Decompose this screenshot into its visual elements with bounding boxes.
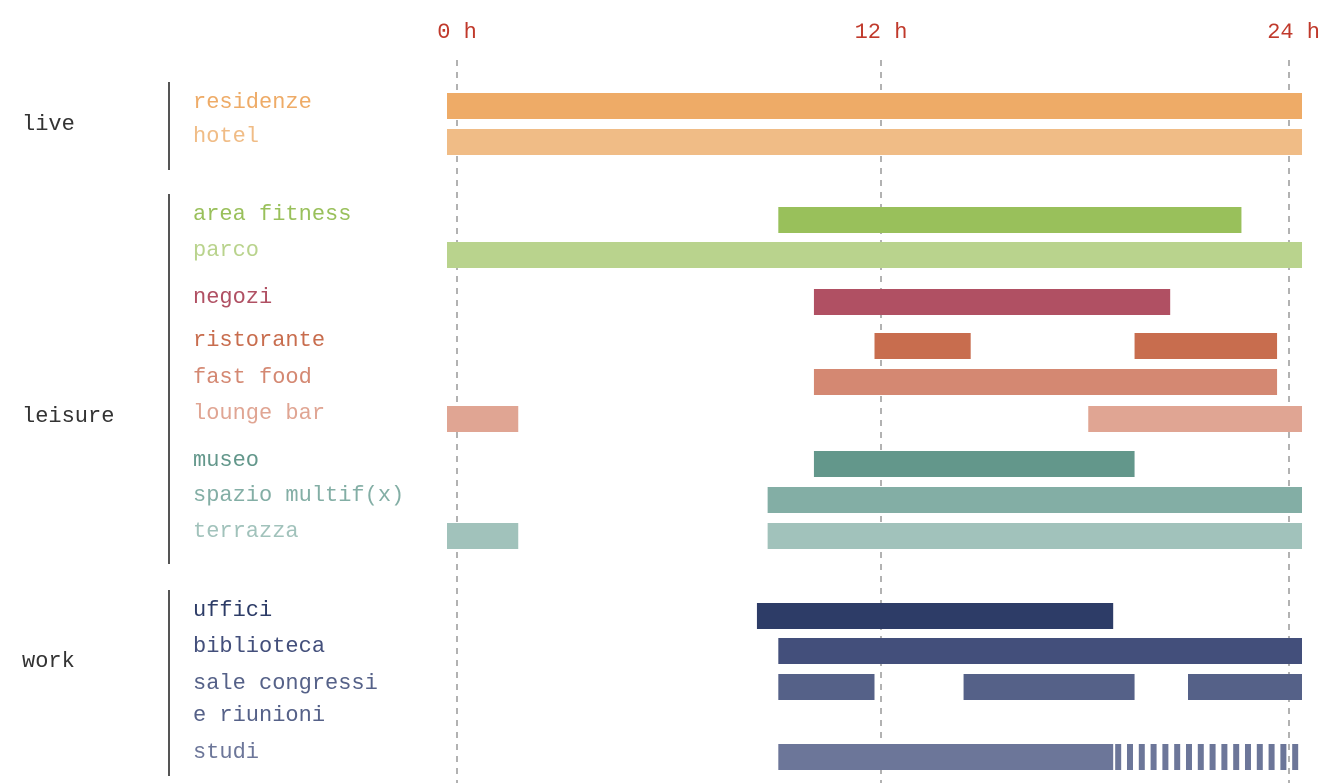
row-label-sale-congressi-e-riunioni: sale congressi e riunioni [193,671,378,728]
bar-ristorante-1 [1134,333,1278,359]
bar-studi-dash-0-12 [1256,744,1263,770]
bar-studi-dash-0-2 [1138,744,1145,770]
bar-negozi-0 [813,289,1171,315]
bar-sale-congressi-e-riunioni-2 [1188,674,1302,700]
bar-biblioteca-0 [778,638,1302,664]
bar-studi-dash-0-14 [1280,744,1287,770]
row-label-spazio-multif-x: spazio multif(x) [193,483,404,508]
bar-lounge-bar-0 [447,406,519,432]
tick-label-12h: 12 h [855,20,908,45]
bar-studi-dash-0-1 [1126,744,1133,770]
tick-label-24h: 24 h [1267,20,1320,45]
row-label-biblioteca: biblioteca [193,634,325,659]
group-label-live: live [22,112,75,137]
bar-area-fitness-0 [778,207,1242,233]
bar-studi-dash-0-5 [1174,744,1181,770]
bar-uffici-0 [756,603,1114,629]
bar-studi-dash-0-10 [1233,744,1240,770]
bar-terrazza-0 [447,523,519,549]
bar-sale-congressi-e-riunioni-1 [963,674,1135,700]
bar-residenze-0 [447,93,1302,119]
row-label-uffici: uffici [193,598,272,623]
x-axis-ticks: 0 h 12 h 24 h [437,20,1320,45]
row-label-hotel: hotel [193,124,259,149]
row-label-ristorante: ristorante [193,328,325,353]
bar-sale-congressi-e-riunioni-0 [778,674,875,700]
row-label-museo: museo [193,448,259,473]
row-label-area-fitness: area fitness [193,202,351,227]
bars [447,93,1302,770]
bar-parco-0 [447,242,1302,268]
bar-studi-dash-0-15 [1292,744,1299,770]
bar-studi-dash-0-9 [1221,744,1228,770]
bar-terrazza-1 [767,523,1302,549]
row-label-lounge-bar: lounge bar [193,401,325,426]
bar-spazio-multif-x-0 [767,487,1302,513]
row-label-fast-food: fast food [193,365,312,390]
bar-studi-dash-0-13 [1268,744,1275,770]
row-label-studi: studi [193,740,259,765]
row-label-parco: parco [193,238,259,263]
group-label-work: work [22,649,75,674]
bar-museo-0 [813,451,1135,477]
bar-studi-dash-0-7 [1197,744,1204,770]
group-labels: live leisure work [22,112,114,674]
row-label-residenze: residenze [193,90,312,115]
bar-studi-dash-0-11 [1244,744,1251,770]
row-label-negozi: negozi [193,285,272,310]
bar-lounge-bar-1 [1088,406,1302,432]
bar-studi-dash-0-6 [1185,744,1192,770]
bar-studi-dash-0-3 [1150,744,1157,770]
bar-studi-0 [778,744,1114,770]
bar-hotel-0 [447,129,1302,155]
row-labels: residenze hotel area fitness parco negozi ris… [193,90,404,765]
bar-fast-food-0 [813,369,1278,395]
tick-label-0h: 0 h [437,20,477,45]
row-label-terrazza: terrazza [193,519,299,544]
bar-studi-dash-0-8 [1209,744,1216,770]
group-label-leisure: leisure [22,404,114,429]
bar-studi-dash-0-0 [1115,744,1122,770]
bar-ristorante-0 [874,333,971,359]
bar-studi-dash-0-4 [1162,744,1169,770]
